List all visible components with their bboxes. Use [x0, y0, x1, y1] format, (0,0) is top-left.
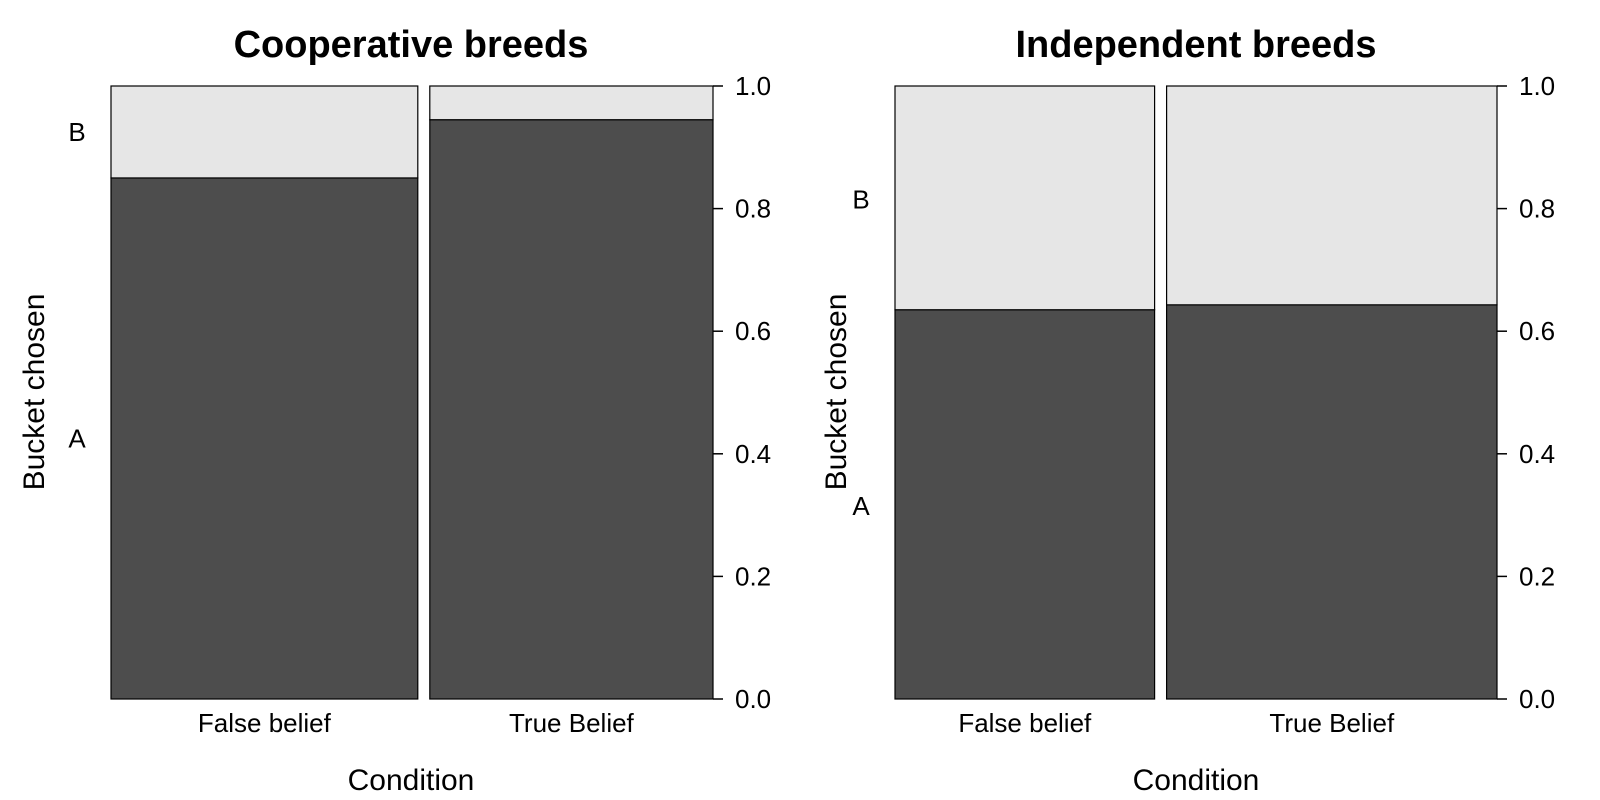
y-tick-label: 0.6 [1519, 316, 1555, 346]
x-tick-label: True Belief [509, 708, 635, 738]
mosaic-tile-b-1 [1165, 85, 1498, 306]
y-level-label: A [68, 423, 86, 453]
y-tick-label: 0.0 [735, 684, 771, 714]
chart-marks: False belief True Belief A B 0.0 0.2 0.4 0.6 0.8… [852, 71, 1555, 738]
panel-cooperative-breeds: Cooperative breeds Condition Bucket chos… [18, 24, 771, 797]
panel-independent-breeds: Independent breeds Condition Bucket chos… [820, 24, 1555, 797]
y-tick-label: 0.8 [1519, 194, 1555, 224]
chart-marks: False belief True Belief A B 0.0 0.2 0.4 0.6 0.8… [68, 71, 771, 738]
y-tick-label: 0.4 [1519, 439, 1555, 469]
y-tick-label: 0.2 [735, 561, 771, 591]
y-tick-label: 1.0 [1519, 71, 1555, 101]
y-axis-title: Bucket chosen [820, 294, 853, 491]
mosaic-tile-a-0 [110, 177, 419, 700]
y-tick-label: 1.0 [735, 71, 771, 101]
mosaic-tile-a-0 [894, 309, 1156, 700]
y-tick-label: 0.2 [1519, 561, 1555, 591]
mosaic-tile-b-1 [429, 85, 714, 121]
y-tick-label: 0.6 [735, 316, 771, 346]
y-level-label: B [852, 184, 869, 214]
x-tick-label: True Belief [1269, 708, 1395, 738]
y-level-label: A [852, 491, 870, 521]
mosaic-tile-b-0 [110, 85, 419, 179]
y-tick-label: 0.0 [1519, 684, 1555, 714]
y-tick-label: 0.8 [735, 194, 771, 224]
mosaic-tile-a-1 [429, 119, 714, 700]
mosaic-tile-b-0 [894, 85, 1156, 311]
x-axis-title: Condition [1133, 764, 1260, 797]
y-level-label: B [68, 117, 85, 147]
x-tick-label: False belief [958, 708, 1092, 738]
x-tick-label: False belief [198, 708, 332, 738]
y-axis-title: Bucket chosen [18, 294, 51, 491]
y-tick-label: 0.4 [735, 439, 771, 469]
x-axis-title: Condition [348, 764, 475, 797]
mosaic-tile-a-1 [1165, 304, 1498, 700]
chart-title: Cooperative breeds [234, 24, 589, 66]
chart-title: Independent breeds [1015, 24, 1376, 66]
